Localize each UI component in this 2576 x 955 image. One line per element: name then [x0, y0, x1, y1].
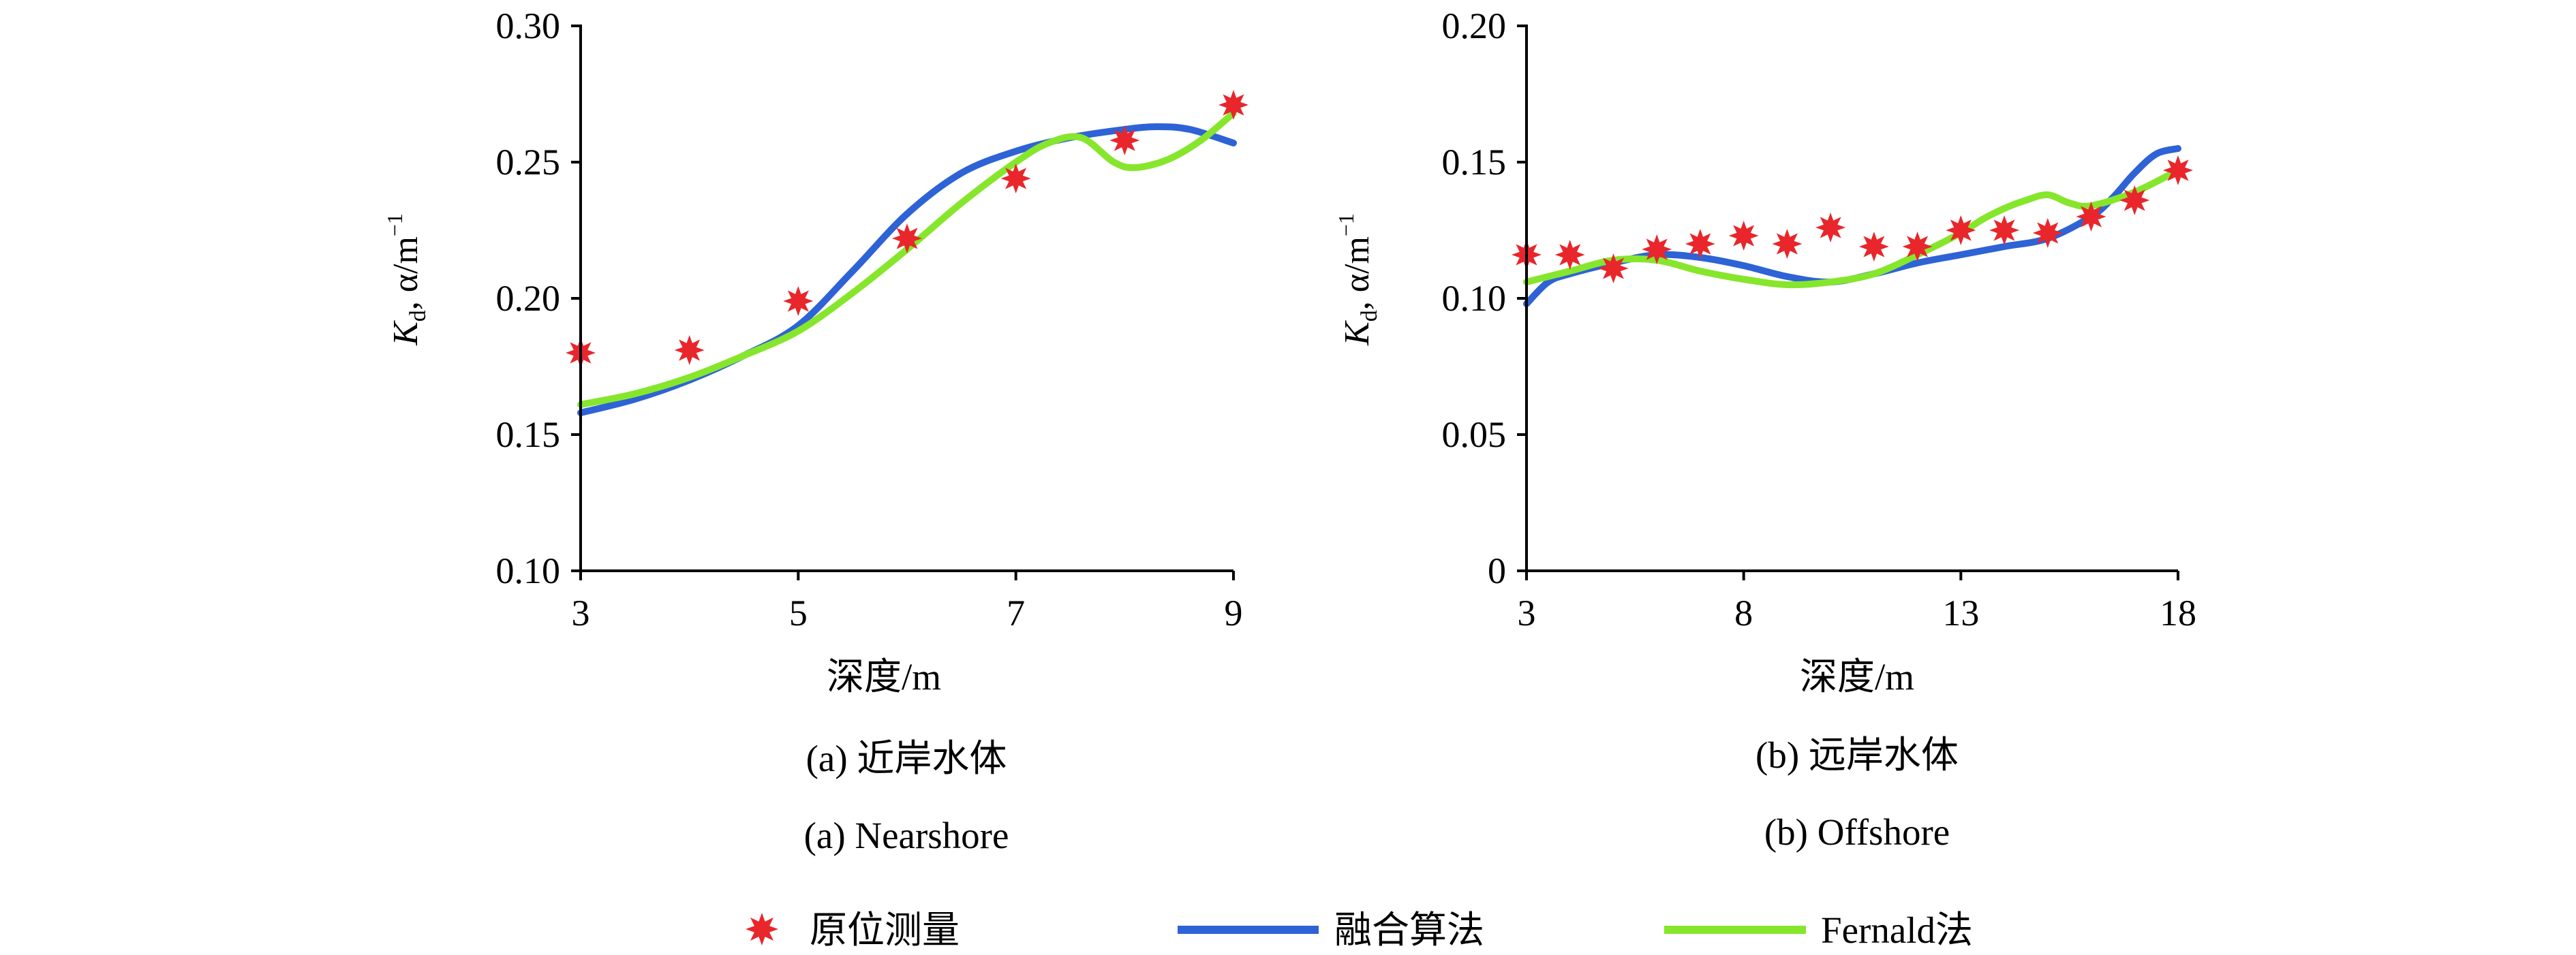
- chart-b-measured-point: [1989, 215, 2020, 245]
- legend-label-measured: 原位测量: [810, 909, 960, 951]
- chart-b-measured-point: [1772, 229, 1803, 259]
- chart-b: 00.050.100.150.20 3 8 13 18 Kd, α/m−1 深度/m …: [1334, 5, 2196, 853]
- chart-a-axes: [571, 25, 1235, 580]
- chart-a-measured-point: [1218, 90, 1248, 120]
- legend: 原位测量 融合算法 Fernald法: [746, 909, 1973, 951]
- chart-b-measured-point: [1946, 215, 1976, 245]
- chart-b-measured-point: [1685, 229, 1715, 259]
- chart-b-y-tick-label: 0.10: [1442, 278, 1507, 319]
- chart-a-measured-point: [783, 286, 814, 316]
- chart-b-y-label-rest: , α/m: [1338, 236, 1377, 310]
- chart-a-series-lines: [577, 110, 1237, 416]
- chart-b-measured-point: [1728, 221, 1759, 251]
- chart-b-measured-point: [1642, 234, 1672, 264]
- chart-b-x-tick-label: 13: [1942, 593, 1979, 633]
- chart-a-y-tick-label: 0.30: [496, 5, 561, 46]
- chart-a-measured-points: [566, 90, 1248, 368]
- legend-label-fusion: 融合算法: [1334, 909, 1484, 951]
- chart-a-y-tick-labels: 0.10 0.15 0.20 0.25 0.30: [496, 5, 561, 591]
- chart-a-measured-point: [674, 335, 705, 365]
- chart-b-x-tick-label: 18: [2160, 593, 2196, 633]
- chart-b-y-tick-label: 0.15: [1442, 142, 1507, 183]
- chart-b-measured-point: [1554, 240, 1585, 270]
- chart-b-measured-points: [1512, 155, 2193, 283]
- chart-b-measured-point: [2032, 218, 2063, 248]
- chart-b-measured-point: [2076, 202, 2106, 232]
- chart-a-x-tick-label: 5: [789, 593, 808, 633]
- chart-b-x-tick-label: 3: [1518, 593, 1536, 633]
- chart-a-y-tick-label: 0.15: [496, 414, 561, 455]
- chart-a: 0.10 0.15 0.20 0.25 0.30 3 5 7 9 Kd, α/m−1 深度/m…: [382, 5, 1248, 856]
- chart-b-y-tick-labels: 0 0.05 0.10 0.15 0.20: [1442, 5, 1507, 591]
- legend-item-measured: 原位测量: [746, 909, 960, 951]
- chart-b-measured-point: [1858, 232, 1889, 262]
- chart-a-x-tick-label: 3: [572, 593, 590, 633]
- chart-a-x-axis-label: 深度/m: [827, 656, 941, 698]
- legend-label-fernald: Fernald法: [1821, 909, 1973, 951]
- chart-b-y-label-sub: d: [1357, 310, 1382, 322]
- chart-b-y-label-main: K: [1338, 320, 1377, 346]
- chart-a-y-tick-label: 0.25: [496, 142, 561, 183]
- chart-b-x-axis-label: 深度/m: [1800, 656, 1914, 698]
- chart-b-measured-point: [1902, 232, 1933, 262]
- chart-a-caption-en: (a) Nearshore: [804, 815, 1009, 856]
- chart-a-y-axis-label: Kd, α/m−1: [382, 213, 431, 346]
- chart-b-x-tick-label: 8: [1734, 593, 1753, 633]
- chart-b-caption-cn: (b) 远岸水体: [1755, 734, 1959, 776]
- chart-a-y-label-main: K: [386, 320, 425, 346]
- chart-a-y-label-sup: −1: [382, 213, 407, 236]
- chart-a-y-label-rest: , α/m: [386, 236, 425, 310]
- chart-b-measured-point: [2119, 185, 2150, 215]
- chart-a-measured-point: [892, 223, 922, 253]
- chart-a-caption-cn: (a) 近岸水体: [806, 738, 1007, 779]
- chart-a-y-tick-label: 0.10: [496, 550, 561, 591]
- chart-a-x-tick-labels: 3 5 7 9: [572, 593, 1243, 633]
- legend-item-fernald: Fernald法: [1664, 909, 1973, 951]
- chart-b-series-lines: [1523, 145, 2181, 307]
- chart-a-fernald-line: [577, 110, 1237, 408]
- chart-b-x-tick-labels: 3 8 13 18: [1518, 593, 2197, 633]
- star-marker-icon: [746, 913, 778, 945]
- chart-b-measured-point: [1598, 253, 1629, 283]
- chart-b-caption-en: (b) Offshore: [1764, 811, 1950, 853]
- chart-b-axes: [1517, 25, 2179, 580]
- chart-a-x-tick-label: 9: [1225, 593, 1243, 633]
- chart-a-y-tick-label: 0.20: [496, 278, 561, 319]
- chart-b-y-tick-label: 0: [1488, 550, 1506, 591]
- chart-a-measured-point: [1109, 125, 1140, 155]
- chart-a-measured-point: [1000, 163, 1031, 193]
- chart-b-y-axis-label: Kd, α/m−1: [1334, 213, 1382, 346]
- chart-a-x-tick-label: 7: [1007, 593, 1025, 633]
- chart-b-y-tick-label: 0.20: [1442, 5, 1507, 46]
- chart-b-measured-point: [2163, 155, 2193, 185]
- chart-b-y-label-sup: −1: [1334, 213, 1358, 236]
- chart-b-y-tick-label: 0.05: [1442, 414, 1507, 455]
- chart-a-y-label-sub: d: [405, 310, 431, 322]
- legend-item-fusion: 融合算法: [1178, 909, 1484, 951]
- chart-b-measured-point: [1815, 213, 1846, 242]
